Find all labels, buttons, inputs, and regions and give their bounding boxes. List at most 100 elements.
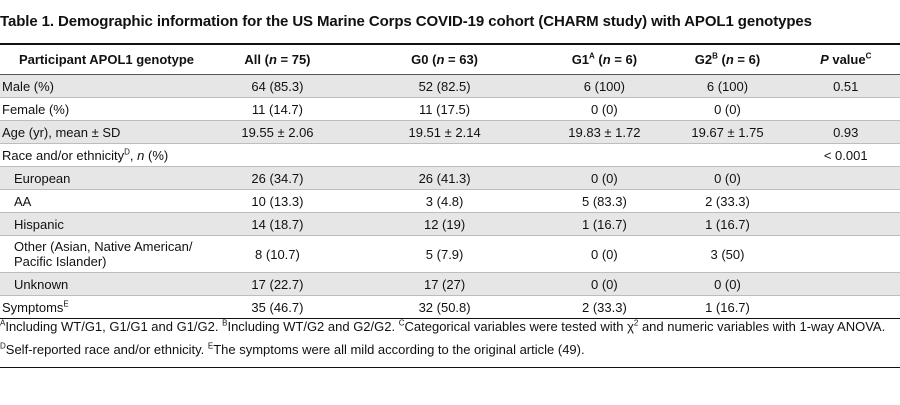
row-label-line1: Other (Asian, Native American/ [14,239,193,254]
row-label: SymptomsE [0,295,212,319]
cell-all: 19.55 ± 2.06 [211,120,344,144]
cell-all: 10 (13.3) [211,189,344,213]
footnote-c-pre: Categorical variables were tested with [404,319,628,334]
cell-all: 8 (10.7) [211,235,344,273]
cell-g2: 3 (50) [663,235,792,273]
footnote-d-marker: D [0,341,6,351]
table-row-symptoms: SymptomsE 35 (46.7) 32 (50.8) 2 (33.3) 1… [0,295,900,319]
footnote-c-chi: χ [627,319,634,334]
cell-g2: 1 (16.7) [663,295,792,319]
footnote-a-marker: A [0,318,6,328]
cell-all: 26 (34.7) [211,166,344,190]
bottom-rule [0,367,900,368]
header-g2-pre: G2 [694,52,713,67]
header-row: Participant APOL1 genotype All (n = 75) … [0,43,900,75]
header-p-text: value [828,52,866,67]
row-label: Hispanic [0,212,212,236]
header-all-post: = 75) [276,52,311,67]
row-label-n: n [137,147,145,163]
footnote-b-marker: B [222,318,228,328]
row-label-sup: E [63,299,69,309]
cell-g0 [343,143,546,167]
header-g1-post: = 6) [610,52,638,67]
row-label-line2: Pacific Islander) [14,254,107,269]
cell-p-value [791,189,900,213]
header-g2-sup: B [712,51,718,61]
demographics-table: Participant APOL1 genotype All (n = 75) … [0,43,900,319]
cell-g0: 11 (17.5) [343,97,546,121]
cell-g1: 2 (33.3) [545,295,664,319]
table-row-european: European 26 (34.7) 26 (41.3) 0 (0) 0 (0) [0,166,900,190]
header-p-sup: C [865,51,872,61]
header-g0-n: n [436,52,445,67]
row-label: Female (%) [0,97,212,121]
cell-p-value [791,97,900,121]
header-genotype: Participant APOL1 genotype [0,43,212,75]
cell-g1: 6 (100) [545,74,664,98]
cell-p-value [791,272,900,296]
row-label: AA [0,189,212,213]
row-label: European [0,166,212,190]
table-row-race-ethnicity: Race and/or ethnicityD, n (%) < 0.001 [0,143,900,167]
footnote-a: Including WT/G1, G1/G1 and G1/G2. [5,319,223,334]
cell-g0: 26 (41.3) [343,166,546,190]
cell-g2 [663,143,792,167]
table-row-hispanic: Hispanic 14 (18.7) 12 (19) 1 (16.7) 1 (1… [0,212,900,236]
table-row-age: Age (yr), mean ± SD 19.55 ± 2.06 19.51 ±… [0,120,900,144]
row-label-post: (%) [144,147,169,163]
header-g1-pre: G1 [571,52,590,67]
cell-g0: 19.51 ± 2.14 [343,120,546,144]
cell-all: 14 (18.7) [211,212,344,236]
cell-g2: 1 (16.7) [663,212,792,236]
cell-g0: 52 (82.5) [343,74,546,98]
cell-p-value: 0.93 [791,120,900,144]
cell-g2: 19.67 ± 1.75 [663,120,792,144]
cell-g0: 3 (4.8) [343,189,546,213]
cell-p-value [791,295,900,319]
footnote-line-1: AIncluding WT/G1, G1/G1 and G1/G2. BIncl… [0,319,885,334]
cell-all: 64 (85.3) [211,74,344,98]
header-g0-pre: G0 ( [411,52,437,67]
header-g2-post: = 6) [733,52,761,67]
footnote-e-marker: E [207,341,214,351]
cell-p-value: 0.51 [791,74,900,98]
row-label-mid: , [129,147,138,163]
row-label: Male (%) [0,74,212,98]
row-label-text: Race and/or ethnicity [2,147,125,163]
footnote-c-marker: C [398,318,405,328]
header-all-pre: All ( [244,52,269,67]
row-label: Other (Asian, Native American/Pacific Is… [0,235,212,273]
cell-g2: 0 (0) [663,272,792,296]
cell-p-value [791,212,900,236]
cell-g1: 19.83 ± 1.72 [545,120,664,144]
cell-g0: 5 (7.9) [343,235,546,273]
cell-g2: 2 (33.3) [663,189,792,213]
header-p-italic: P [820,52,829,67]
cell-g1: 0 (0) [545,235,664,273]
header-g0: G0 (n = 63) [343,43,546,75]
table-row-unknown: Unknown 17 (22.7) 17 (27) 0 (0) 0 (0) [0,272,900,296]
cell-g0: 12 (19) [343,212,546,236]
footnote-d: Self-reported race and/or ethnicity. [5,342,208,357]
cell-all: 35 (46.7) [211,295,344,319]
row-label: Unknown [0,272,212,296]
table-row-other: Other (Asian, Native American/Pacific Is… [0,235,900,273]
cell-all: 11 (14.7) [211,97,344,121]
header-g1-sup: A [589,51,595,61]
header-all: All (n = 75) [211,43,344,75]
header-g0-post: = 63) [444,52,479,67]
cell-g1: 0 (0) [545,97,664,121]
footnote-line-2: DSelf-reported race and/or ethnicity. ET… [0,342,585,357]
cell-p-value [791,235,900,273]
header-g2-n: n [725,52,734,67]
cell-p-value [791,166,900,190]
header-g1: G1A (n = 6) [545,43,664,75]
cell-g1 [545,143,664,167]
cell-g1: 0 (0) [545,166,664,190]
table-row-aa: AA 10 (13.3) 3 (4.8) 5 (83.3) 2 (33.3) [0,189,900,213]
row-label: Race and/or ethnicityD, n (%) [0,143,212,167]
cell-all: 17 (22.7) [211,272,344,296]
cell-p-value: < 0.001 [791,143,900,167]
header-g1-mid: ( [594,52,603,67]
